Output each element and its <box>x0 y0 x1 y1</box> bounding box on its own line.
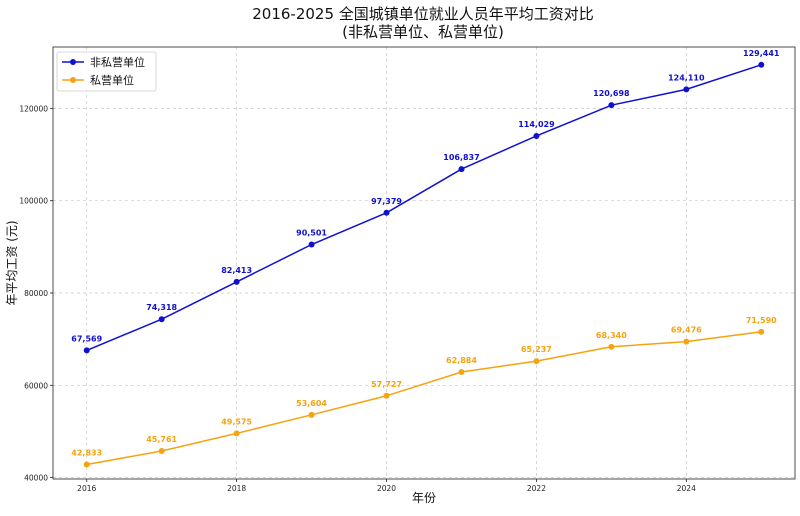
series-line-0 <box>86 64 762 352</box>
data-point-1-6 <box>533 358 540 365</box>
data-label-1-7: 68,340 <box>596 331 627 340</box>
data-label-0-3: 90,501 <box>296 229 327 238</box>
y-tick-label-0: 40000 <box>24 474 48 483</box>
data-label-0-5: 106,837 <box>443 153 479 162</box>
data-label-1-3: 53,604 <box>296 399 327 408</box>
x-tick-label-4: 2024 <box>677 484 696 493</box>
chart-title: 2016-2025 全国城镇单位就业人员年平均工资对比 <box>252 5 594 23</box>
data-label-0-8: 124,110 <box>668 73 705 82</box>
data-point-1-9 <box>758 328 765 335</box>
series-lines <box>83 61 765 468</box>
data-point-0-1 <box>158 316 165 323</box>
legend: 非私营单位 私营单位 <box>56 51 157 92</box>
y-tick-label-1: 60000 <box>24 381 48 390</box>
x-tick-label-0: 2016 <box>77 484 96 493</box>
data-label-1-4: 57,727 <box>371 380 402 389</box>
plot-area-frame <box>52 46 796 480</box>
data-labels: 67,569 74,318 82,413 90,501 97,379 106,837 114… <box>71 49 780 458</box>
x-tick-label-3: 2022 <box>527 484 546 493</box>
data-label-1-0: 42,833 <box>71 449 102 458</box>
y-tick-label-4: 120000 <box>19 104 48 113</box>
data-label-1-6: 65,237 <box>521 345 552 354</box>
data-point-0-5 <box>458 166 465 173</box>
data-label-0-9: 129,441 <box>743 49 780 58</box>
y-tick-label-2: 80000 <box>24 289 48 298</box>
data-point-1-7 <box>608 343 615 350</box>
data-point-1-4 <box>383 392 390 399</box>
y-tick-label-3: 100000 <box>19 197 48 206</box>
data-point-1-8 <box>683 338 690 345</box>
data-point-0-6 <box>533 132 540 139</box>
data-point-1-1 <box>158 448 165 455</box>
legend-marker-private <box>70 77 76 83</box>
data-label-0-2: 82,413 <box>221 266 252 275</box>
data-point-0-3 <box>308 241 315 248</box>
data-point-0-7 <box>608 102 615 109</box>
data-point-1-2 <box>233 430 240 437</box>
data-label-0-6: 114,029 <box>518 120 555 129</box>
data-point-1-3 <box>308 411 315 418</box>
data-point-0-9 <box>758 61 765 68</box>
series-line-1 <box>86 331 762 466</box>
x-tick-label-1: 2018 <box>227 484 246 493</box>
chart-subtitle: (非私营单位、私营单位) <box>342 23 504 41</box>
data-label-0-4: 97,379 <box>371 197 402 206</box>
data-point-1-5 <box>458 368 465 375</box>
data-label-1-5: 62,884 <box>446 356 477 365</box>
data-label-0-7: 120,698 <box>593 89 630 98</box>
data-point-0-8 <box>683 86 690 93</box>
data-label-1-2: 49,575 <box>221 417 252 426</box>
data-label-1-9: 71,590 <box>746 316 777 325</box>
grid <box>53 47 795 479</box>
data-point-1-0 <box>83 461 90 468</box>
data-label-0-0: 67,569 <box>71 334 102 343</box>
data-label-0-1: 74,318 <box>146 303 177 312</box>
data-label-1-8: 69,476 <box>671 326 702 335</box>
x-axis-label: 年份 <box>412 491 436 505</box>
data-point-0-2 <box>233 278 240 285</box>
x-tick-label-2: 2020 <box>377 484 396 493</box>
legend-marker-non-private <box>70 59 76 65</box>
data-point-0-4 <box>383 209 390 216</box>
data-point-0-0 <box>83 347 90 354</box>
y-axis-label: 年平均工资 (元) <box>5 220 19 305</box>
data-label-1-1: 45,761 <box>146 435 177 444</box>
axis-ticks: 40000 60000 80000 100000 120000 2016 2018 2020 2… <box>19 104 696 493</box>
legend-label-private: 私营单位 <box>90 73 134 87</box>
legend-label-non-private: 非私营单位 <box>90 55 145 69</box>
